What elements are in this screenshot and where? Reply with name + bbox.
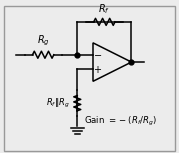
Text: $R_g$: $R_g$ — [37, 34, 50, 48]
Text: $R_f \| R_g$: $R_f \| R_g$ — [46, 97, 69, 110]
Text: $-$: $-$ — [93, 49, 102, 59]
Text: $R_f$: $R_f$ — [98, 2, 110, 16]
Text: $+$: $+$ — [93, 63, 102, 75]
Text: Gain $= -(R_f/R_g)$: Gain $= -(R_f/R_g)$ — [84, 115, 158, 128]
